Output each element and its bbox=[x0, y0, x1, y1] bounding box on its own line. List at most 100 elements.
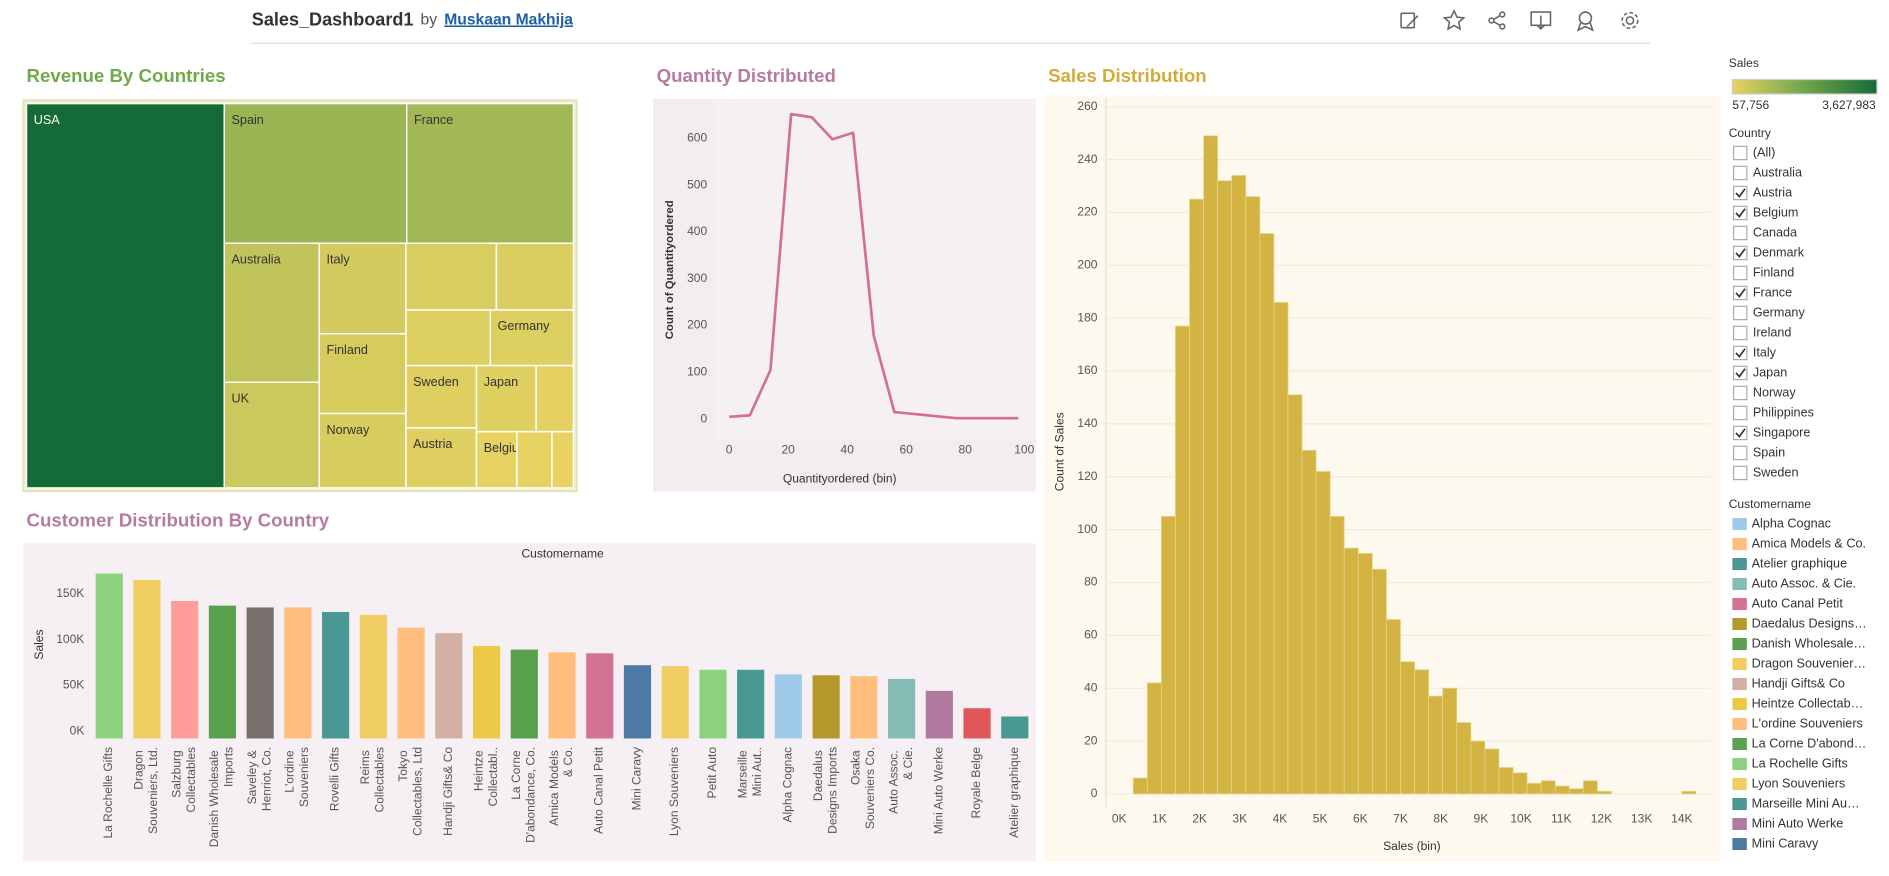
filter-label: (All) bbox=[1753, 145, 1775, 159]
filter-item[interactable]: Ireland bbox=[1732, 325, 1792, 341]
filter-label: Canada bbox=[1753, 225, 1798, 239]
checkbox[interactable] bbox=[1732, 185, 1748, 201]
checkbox[interactable] bbox=[1732, 225, 1748, 241]
y-tick-label: 100 bbox=[687, 365, 707, 379]
x-tick-label: La Rochelle Gifts bbox=[101, 747, 115, 839]
legend-label: Mini Caravy bbox=[1752, 836, 1819, 850]
treemap-label: USA bbox=[34, 113, 61, 127]
legend-swatch bbox=[1732, 757, 1747, 771]
filter-item[interactable]: Italy bbox=[1732, 345, 1777, 361]
filter-item[interactable]: France bbox=[1732, 285, 1793, 301]
settings-button[interactable] bbox=[1621, 11, 1639, 30]
label-line: Auto Canal Petit bbox=[592, 746, 606, 834]
histogram-bar bbox=[1540, 780, 1556, 795]
filter-item[interactable]: Spain bbox=[1732, 445, 1786, 461]
label-line: L'ordine bbox=[283, 747, 297, 793]
download-button[interactable] bbox=[1530, 11, 1552, 31]
histogram-bar bbox=[1161, 516, 1176, 795]
bar bbox=[472, 645, 501, 739]
label-line: Osaka bbox=[849, 747, 863, 785]
filter-item[interactable]: Sweden bbox=[1732, 465, 1799, 481]
legend-title: Customername bbox=[1729, 497, 1812, 511]
y-axis-label: Count of Quantityordered bbox=[664, 200, 676, 339]
y-tick-label: 240 bbox=[1077, 152, 1097, 166]
checkbox[interactable] bbox=[1732, 385, 1748, 401]
edit-button[interactable] bbox=[1400, 12, 1419, 29]
filter-item[interactable]: Singapore bbox=[1732, 425, 1811, 441]
checkmark bbox=[1735, 348, 1746, 358]
x-tick-label: 100 bbox=[1014, 443, 1034, 457]
checkbox[interactable] bbox=[1732, 305, 1748, 321]
histogram-bar bbox=[1400, 661, 1415, 795]
by-text: by bbox=[421, 12, 438, 29]
treemap-cell bbox=[318, 412, 407, 489]
treemap-cell bbox=[223, 381, 321, 489]
y-tick-label: 600 bbox=[687, 131, 707, 145]
label-line: Handji Gifts& Co bbox=[441, 747, 455, 836]
label-line: Collectabl.. bbox=[486, 747, 500, 807]
filter-item[interactable]: (All) bbox=[1732, 145, 1776, 161]
legend-title: Sales bbox=[1729, 56, 1759, 70]
x-tick-label: 0K bbox=[1112, 811, 1127, 825]
bar bbox=[888, 678, 916, 739]
checkbox[interactable] bbox=[1732, 285, 1748, 301]
y-tick-label: 200 bbox=[1077, 257, 1097, 271]
checkbox[interactable] bbox=[1732, 265, 1748, 281]
checkbox[interactable] bbox=[1732, 345, 1748, 361]
filter-item[interactable]: Austria bbox=[1732, 185, 1794, 201]
filter-item[interactable]: Canada bbox=[1732, 225, 1798, 241]
label-line: Collectables, Ltd bbox=[410, 747, 424, 836]
label-line: La Corne bbox=[509, 747, 523, 800]
bar bbox=[133, 579, 161, 739]
favorite-button[interactable] bbox=[1442, 8, 1466, 31]
filter-item[interactable]: Belgium bbox=[1732, 205, 1799, 221]
treemap-cell bbox=[405, 427, 478, 489]
checkbox[interactable] bbox=[1732, 325, 1748, 341]
x-tick-label: Heintze Collectabl.. bbox=[472, 747, 500, 807]
treemap-label: Japan bbox=[484, 375, 518, 389]
filter-item[interactable]: Norway bbox=[1732, 385, 1797, 401]
filter-item[interactable]: Philippines bbox=[1732, 405, 1814, 421]
histogram-bar bbox=[1273, 301, 1289, 795]
y-tick-label: 80 bbox=[1084, 575, 1098, 589]
checkbox[interactable] bbox=[1732, 365, 1748, 381]
checkbox[interactable] bbox=[1732, 465, 1748, 481]
label-line: Souveniers Co. bbox=[863, 747, 877, 829]
x-axis-label: Quantityordered (bin) bbox=[783, 472, 897, 486]
treemap-cell bbox=[405, 309, 492, 367]
x-tick-label: 6K bbox=[1353, 811, 1368, 825]
filter-item[interactable]: Japan bbox=[1732, 365, 1788, 381]
y-tick-label: 300 bbox=[687, 271, 707, 285]
label-line: Rovelli Gifts bbox=[328, 747, 342, 811]
filter-item[interactable]: Australia bbox=[1732, 165, 1803, 181]
checkbox[interactable] bbox=[1732, 165, 1748, 181]
filter-label: Denmark bbox=[1753, 245, 1805, 259]
filter-item[interactable]: Denmark bbox=[1732, 245, 1805, 261]
filter-label: Philippines bbox=[1753, 405, 1814, 419]
label-line: Souveniers, Ltd. bbox=[146, 747, 160, 834]
histogram-bar bbox=[1245, 196, 1261, 795]
metrics-button[interactable] bbox=[1576, 11, 1594, 32]
treemap-label: Austria bbox=[413, 437, 453, 451]
checkbox[interactable] bbox=[1732, 145, 1748, 161]
legend-swatch bbox=[1732, 518, 1747, 531]
filter-item[interactable]: Finland bbox=[1732, 265, 1795, 281]
legend-swatch bbox=[1732, 817, 1747, 831]
y-tick-label: 150K bbox=[56, 586, 84, 600]
x-tick-label: La Corne D'abondance, Co. bbox=[509, 747, 537, 843]
author-link[interactable]: Muskaan Makhija bbox=[444, 12, 573, 29]
share-button[interactable] bbox=[1488, 11, 1506, 30]
filter-item[interactable]: Germany bbox=[1732, 305, 1806, 321]
checkbox[interactable] bbox=[1732, 405, 1748, 421]
treemap-cell bbox=[406, 102, 575, 244]
histogram-bar bbox=[1568, 788, 1584, 795]
x-tick-label: 2K bbox=[1192, 811, 1207, 825]
checkbox[interactable] bbox=[1732, 425, 1748, 441]
checkbox[interactable] bbox=[1732, 205, 1748, 221]
legend-label: Atelier graphique bbox=[1752, 556, 1847, 570]
checkbox[interactable] bbox=[1732, 245, 1748, 261]
legend-swatch bbox=[1732, 638, 1747, 651]
treemap-label: Finland bbox=[327, 343, 368, 357]
checkbox[interactable] bbox=[1732, 445, 1748, 461]
